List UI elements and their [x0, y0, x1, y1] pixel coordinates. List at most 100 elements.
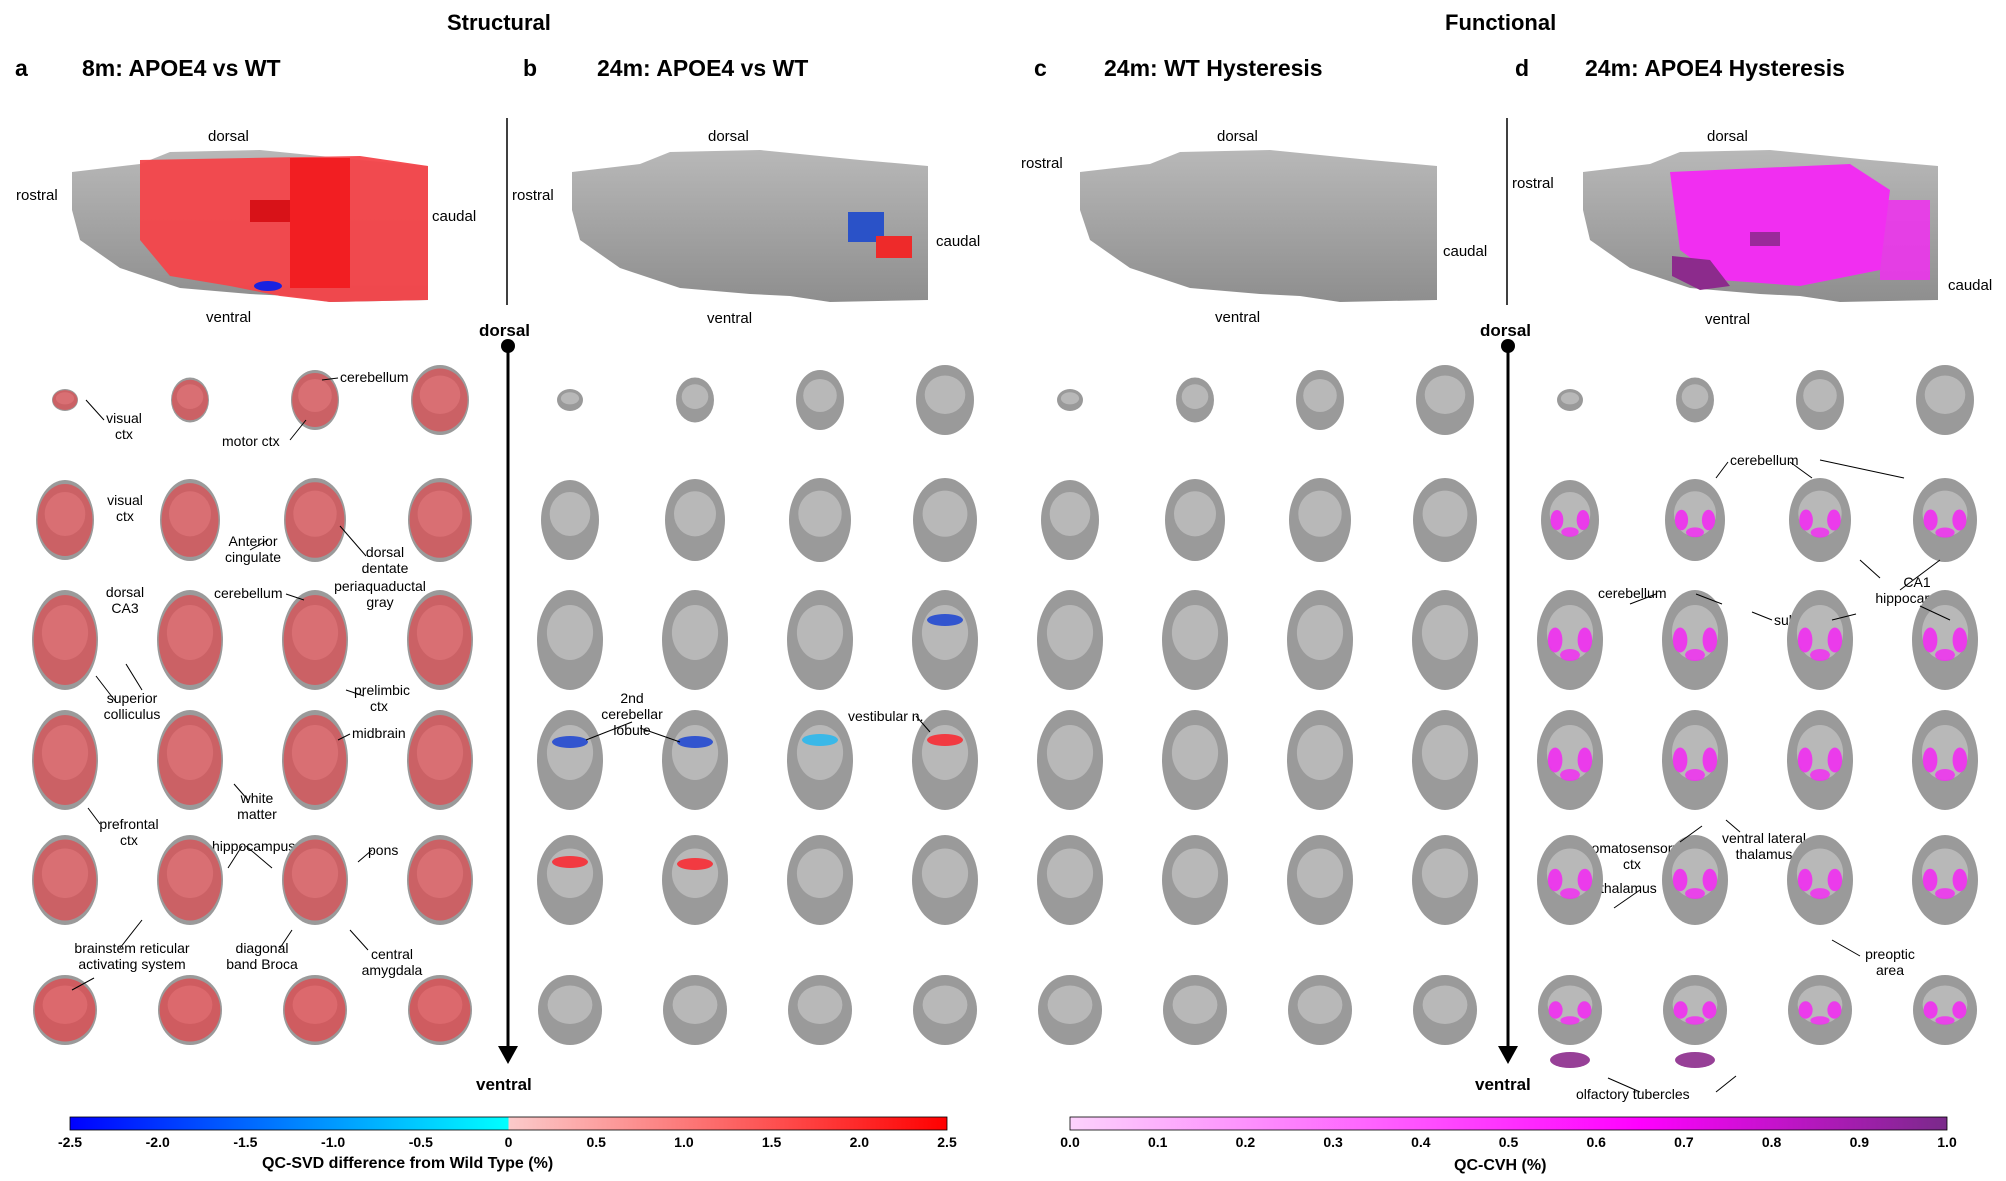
coronal-slice-highlight — [1046, 605, 1094, 660]
ann-a-motor-ctx: motor ctx — [222, 433, 280, 449]
coronal-slice-highlight — [671, 848, 719, 898]
ann-a-pons: pons — [368, 842, 399, 858]
overlay-functional — [1685, 1016, 1705, 1025]
overlay-functional — [1577, 747, 1593, 773]
panel-b-rostral-label: rostral — [512, 187, 554, 204]
coronal-slice-highlight — [1303, 379, 1337, 412]
coronal-slice-highlight — [672, 985, 718, 1024]
overlay-functional — [1685, 649, 1705, 661]
panel-a-dorsal-label: dorsal — [208, 128, 249, 145]
ann-a-cerebellum-2: cerebellum — [214, 585, 283, 601]
colorbar-structural-title: QC-SVD difference from Wild Type (%) — [262, 1155, 554, 1172]
overlay-functional — [1560, 1016, 1580, 1025]
ann-a-prefrontal-ctx: prefrontal ctx — [99, 816, 159, 848]
coronal-slice-highlight — [1421, 605, 1469, 660]
coronal-slice-highlight — [1421, 725, 1469, 780]
coronal-slice-highlight — [546, 848, 594, 898]
overlay-functional — [1576, 510, 1590, 530]
overlay-functional — [1686, 527, 1704, 538]
overlay-functional — [1672, 868, 1688, 892]
overlay-increase — [171, 379, 209, 421]
sagittal-brain-d — [1583, 150, 1938, 302]
panel-b-dorsal-label: dorsal — [708, 128, 749, 145]
coronal-slice-highlight — [1181, 384, 1209, 409]
overlay-increase — [412, 368, 468, 432]
overlay-increase — [409, 482, 471, 558]
colorbar-structural-tick: 1.5 — [761, 1134, 782, 1150]
coronal-slice-highlight — [1046, 848, 1094, 898]
colorbar-functional-tick: 0.1 — [1147, 1134, 1168, 1150]
colorbar-functional-tick: 0.6 — [1586, 1134, 1606, 1150]
panel-b-caudal-label: caudal — [936, 233, 981, 250]
overlay-increase — [283, 839, 347, 921]
panel-c-ventral-label: ventral — [1215, 309, 1261, 326]
overlay-increase — [284, 978, 346, 1042]
coronal-grid — [32, 365, 1978, 1068]
overlay-functional — [1827, 627, 1843, 653]
colorbar-functional-tick: 0.0 — [1060, 1134, 1080, 1150]
coronal-slice-highlight — [1171, 848, 1219, 898]
coronal-slice-highlight — [549, 492, 591, 536]
ann-a-diagonal-band-broca: diagonal band Broca — [226, 940, 298, 972]
coronal-slice-highlight — [803, 379, 837, 412]
overlay-increase — [285, 482, 345, 558]
overlay-functional — [1952, 868, 1968, 892]
overlay-functional — [1952, 747, 1968, 773]
overlay-increase — [409, 978, 471, 1042]
coronal-slice-highlight — [1296, 605, 1344, 660]
coronal-slice-highlight — [1421, 848, 1469, 898]
overlay-functional — [1672, 627, 1688, 653]
overlay-increase — [408, 595, 472, 685]
coronal-slice-highlight — [546, 605, 594, 660]
colorbar-functional-tick: 0.5 — [1498, 1134, 1519, 1150]
panel-c-dorsal-label: dorsal — [1217, 128, 1258, 145]
axis-arrow-left — [498, 339, 518, 1064]
coronal-slice-highlight — [1296, 848, 1344, 898]
overlay-increase — [161, 483, 219, 557]
ann-a-central-amygdala: central amygdala — [361, 946, 423, 978]
coronal-slice-highlight — [797, 985, 843, 1024]
overlay-functional — [1935, 649, 1955, 661]
overlay-functional — [1935, 527, 1955, 538]
sagittal-brain-b — [572, 150, 928, 302]
overlay-functional — [1952, 627, 1968, 653]
overlay-increase — [34, 978, 96, 1042]
overlay-functional — [1702, 627, 1718, 653]
coronal-slice-highlight — [547, 985, 593, 1024]
ann-a-prelimbic-ctx: prelimbic ctx — [354, 682, 411, 714]
overlay-functional — [1702, 868, 1718, 892]
overlay-increase — [159, 978, 221, 1042]
ann-a-dorsal-dentate: dorsal dentate — [361, 544, 409, 576]
ann-d-preoptic-area: preoptic area — [1865, 946, 1915, 978]
ann-a-superior-colliculus: superior colliculus — [103, 690, 161, 722]
colorbar-functional-tick: 0.8 — [1761, 1134, 1782, 1150]
ann-a-brainstem-ras: brainstem reticular activating system — [74, 940, 190, 972]
colorbar-functional-tick: 1.0 — [1937, 1134, 1957, 1150]
sagittal-brain-a — [72, 150, 428, 302]
ann-d-thalamus: thalamus — [1600, 880, 1657, 896]
colorbar-functional-tick: 0.9 — [1849, 1134, 1870, 1150]
overlay-increase — [33, 839, 97, 921]
panel-c-rostral-label: rostral — [1021, 155, 1063, 172]
overlay-olfactory — [1675, 1052, 1715, 1068]
overlay-functional — [1547, 747, 1563, 773]
overlay-functional — [1827, 868, 1843, 892]
colorbar-structural-tick: 1.0 — [674, 1134, 694, 1150]
overlay-functional — [1935, 1016, 1955, 1025]
coronal-slice-highlight — [796, 725, 844, 780]
colorbar-functional-tick: 0.7 — [1674, 1134, 1694, 1150]
overlay-functional — [1673, 1001, 1688, 1019]
coronal-slice-highlight — [924, 375, 966, 414]
coronal-slice-highlight — [1046, 725, 1094, 780]
coronal-slice-highlight — [921, 605, 969, 660]
overlay-increase — [33, 715, 97, 805]
overlay-functional — [1560, 888, 1580, 899]
overlay-functional — [1797, 747, 1813, 773]
panel-d-title: 24m: APOE4 Hysteresis — [1585, 55, 1845, 81]
axis-dorsal-left: dorsal — [479, 321, 531, 340]
sagittal-brain-c — [1080, 150, 1437, 302]
overlay-functional — [1827, 747, 1843, 773]
coronal-slice-highlight — [921, 848, 969, 898]
colorbar-structural-tick: -1.5 — [233, 1134, 258, 1150]
overlay-functional — [1935, 769, 1955, 781]
